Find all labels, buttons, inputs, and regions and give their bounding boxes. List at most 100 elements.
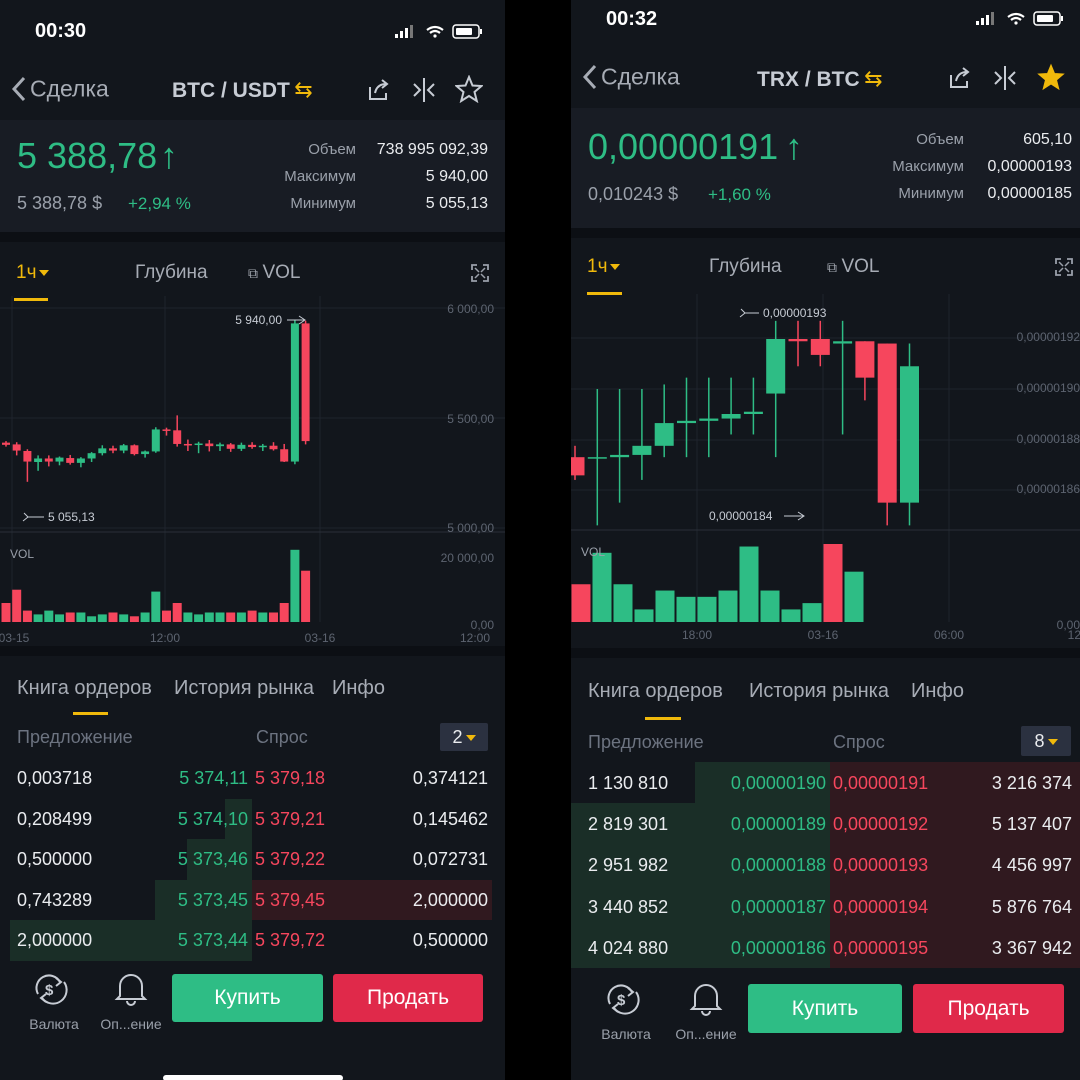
tab-volume[interactable]: ⧉ VOL (248, 262, 300, 284)
ask-header: Спрос (256, 727, 308, 747)
buy-button[interactable]: Купить (172, 974, 323, 1022)
volume-bar (12, 589, 22, 622)
candle (183, 443, 192, 446)
time-axis-label: 06:00 (934, 628, 964, 642)
volume-bar (108, 612, 118, 622)
orderbook-row[interactable]: 2 951 982 0,00000188 0,00000193 4 456 997 (571, 844, 1080, 886)
buy-button[interactable]: Купить (748, 984, 902, 1033)
pair-selector[interactable]: BTC / USDT ⇆ (172, 77, 313, 103)
alert-button[interactable]: Оп...ение (671, 980, 741, 1042)
currency-label: Валюта (601, 1026, 651, 1042)
ask-price: 5 379,72 (255, 930, 326, 951)
compare-icon[interactable] (410, 76, 438, 104)
chevron-left-icon (11, 76, 26, 102)
interval-selector[interactable]: 1ч (587, 256, 621, 278)
bottom-bar: $ Валюта Оп...ение Купить Продать (0, 962, 505, 1080)
candle (788, 339, 808, 342)
currency-button[interactable]: $ Валюта (595, 980, 657, 1042)
ask-quantity: 0,072731 (412, 849, 488, 870)
candle (119, 445, 128, 451)
annotation-arrow (287, 315, 306, 325)
tab-info[interactable]: Инфо (911, 680, 964, 702)
tab-depth[interactable]: Глубина (709, 256, 782, 277)
precision-value: 2 (452, 727, 463, 747)
interval-selector[interactable]: 1ч (16, 262, 50, 284)
time-axis-label: 12: (1068, 628, 1080, 642)
status-time: 00:30 (35, 20, 87, 42)
ask-quantity: 0,374121 (412, 768, 488, 789)
ask-depth-bar (252, 879, 492, 920)
volume-bar (162, 610, 171, 622)
tab-info[interactable]: Инфо (332, 677, 385, 699)
candle (280, 449, 289, 462)
candlestick-chart[interactable]: 6 000,00 5 500,00 5 000,00 20 000,00 0,00 VOL… (0, 296, 505, 646)
phone-screen-right: 00:32 Сделка TRX / BTC ⇆ 0,00000191 ↑ 0,… (571, 0, 1080, 1080)
volume-bar (119, 614, 129, 622)
pair-title: TRX / BTC (757, 68, 860, 91)
currency-convert-icon: $ (607, 984, 640, 1015)
volume-bar (739, 546, 759, 622)
sell-button[interactable]: Продать (333, 974, 483, 1022)
dropdown-caret-icon (610, 263, 621, 270)
orderbook-row[interactable]: 1 130 810 0,00000190 0,00000191 3 216 374 (571, 762, 1080, 804)
candle (34, 458, 43, 462)
alert-button[interactable]: Оп...ение (96, 970, 166, 1032)
price-axis-label: 0,00000188 (1017, 432, 1080, 446)
sell-button[interactable]: Продать (913, 984, 1064, 1033)
bid-quantity: 2 951 982 (588, 855, 669, 876)
orderbook-row[interactable]: 4 024 880 0,00000186 0,00000195 3 367 942 (571, 927, 1080, 969)
tab-orderbook[interactable]: Книга ордеров (17, 677, 152, 699)
last-price: 0,00000191 (588, 126, 779, 167)
orderbook-row[interactable]: 0,743289 5 373,45 5 379,45 2,000000 (0, 879, 505, 920)
orderbook-row[interactable]: 0,003718 5 374,11 5 379,18 0,374121 (0, 758, 505, 799)
tab-depth[interactable]: Глубина (135, 262, 208, 283)
volume-bar (22, 610, 32, 622)
precision-selector[interactable]: 8 (1021, 726, 1071, 756)
back-button[interactable]: Сделка (581, 62, 680, 94)
ask-depth-bar (830, 885, 1080, 928)
candle (721, 414, 741, 419)
orderbook-row[interactable]: 0,208499 5 374,10 5 379,21 0,145462 (0, 798, 505, 839)
tab-volume[interactable]: ⧉ VOL (827, 256, 879, 278)
orderbook-row[interactable]: 3 440 852 0,00000187 0,00000194 5 876 764 (571, 885, 1080, 928)
orderbook-row[interactable]: 2 819 301 0,00000189 0,00000192 5 137 407 (571, 803, 1080, 845)
candle (632, 445, 652, 455)
fullscreen-icon[interactable] (1055, 258, 1073, 276)
candle (216, 444, 224, 447)
ask-price: 0,00000192 (833, 813, 929, 834)
battery-icon (1033, 11, 1063, 26)
orderbook-tab-underline (73, 712, 108, 715)
volume-bar (33, 614, 43, 622)
volume-label: Объем (916, 131, 964, 148)
orderbook-row[interactable]: 2,000000 5 373,44 5 379,72 0,500000 (0, 920, 505, 961)
precision-selector[interactable]: 2 (440, 723, 488, 751)
price-axis-label: 0,00000190 (1017, 381, 1080, 395)
share-icon[interactable] (947, 65, 973, 91)
price-axis-label: 5 000,00 (447, 521, 494, 535)
divider (0, 646, 505, 656)
orderbook-row[interactable]: 0,500000 5 373,46 5 379,22 0,072731 (0, 839, 505, 880)
chart-panel: 1ч Глубина ⧉ VOL 0,00000192 0,00000190 0,0… (571, 238, 1080, 648)
alert-label: Оп...ение (100, 1016, 162, 1032)
tab-market-history[interactable]: История рынка (174, 677, 314, 699)
volume-bar (76, 612, 86, 622)
candlestick-chart[interactable]: 0,00000192 0,00000190 0,00000188 0,00000186… (571, 294, 1080, 648)
pair-selector[interactable]: TRX / BTC ⇆ (757, 66, 883, 92)
candle (833, 341, 853, 344)
tab-market-history[interactable]: История рынка (749, 680, 889, 702)
currency-label: Валюта (29, 1016, 79, 1032)
compare-icon[interactable] (991, 64, 1019, 92)
share-icon[interactable] (366, 77, 392, 103)
currency-button[interactable]: $ Валюта (24, 970, 84, 1032)
volume-bar (236, 612, 246, 622)
star-icon[interactable] (455, 75, 483, 103)
star-icon-filled[interactable] (1037, 63, 1065, 91)
high-label: Максимум (892, 158, 964, 175)
back-button[interactable]: Сделка (10, 74, 109, 106)
fullscreen-icon[interactable] (471, 264, 489, 282)
volume-bar (301, 570, 311, 622)
ask-header: Спрос (833, 732, 885, 752)
ask-depth-bar (830, 927, 1080, 969)
tab-orderbook[interactable]: Книга ордеров (588, 680, 723, 702)
volume-bar (194, 614, 204, 622)
